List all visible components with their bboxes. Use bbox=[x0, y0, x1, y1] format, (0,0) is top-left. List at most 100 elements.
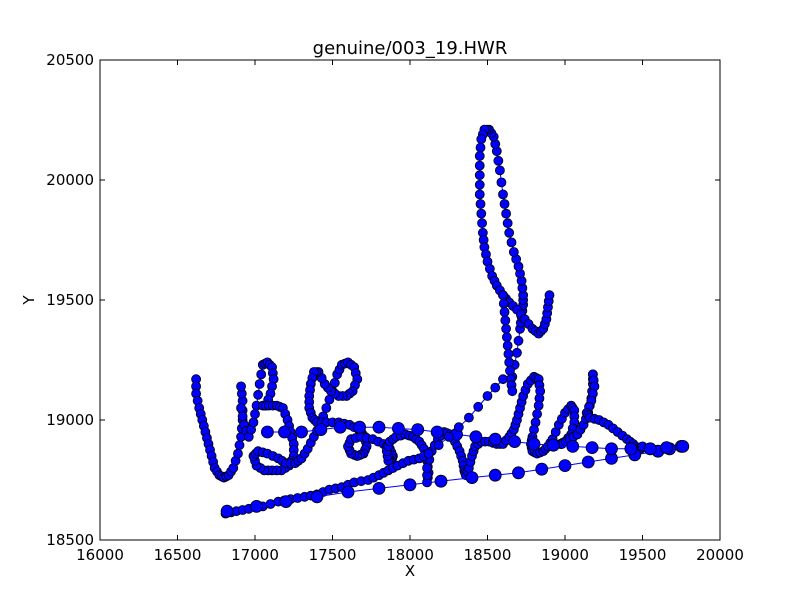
data-point bbox=[499, 199, 510, 209]
data-point bbox=[474, 179, 485, 190]
y-axis: 18500 19000 19500 20000 20500 bbox=[46, 51, 720, 549]
data-point bbox=[474, 160, 485, 171]
data-point bbox=[507, 386, 518, 397]
data-point bbox=[474, 189, 485, 200]
data-point bbox=[498, 290, 508, 301]
data-point bbox=[493, 155, 504, 166]
data-point bbox=[533, 400, 544, 411]
data-point bbox=[469, 430, 483, 444]
data-point bbox=[527, 437, 541, 451]
data-point bbox=[581, 455, 595, 469]
data-point bbox=[502, 340, 513, 351]
data-marks bbox=[191, 124, 690, 519]
data-point bbox=[475, 199, 486, 209]
data-point bbox=[501, 332, 512, 343]
x-tick-label: 18500 bbox=[464, 546, 512, 564]
data-point bbox=[508, 435, 522, 449]
x-axis: 16000 16500 17000 17500 18000 18500 19000 19500… bbox=[76, 60, 744, 564]
data-point bbox=[544, 290, 555, 301]
x-tick-label: 18000 bbox=[386, 546, 434, 564]
x-tick-label: 17500 bbox=[309, 546, 357, 564]
data-point bbox=[250, 499, 263, 513]
data-point bbox=[422, 463, 432, 473]
x-axis-label: X bbox=[405, 562, 415, 580]
data-point bbox=[463, 412, 474, 423]
x-tick-label: 16000 bbox=[76, 546, 124, 564]
chart-title: genuine/003_19.HWR bbox=[313, 38, 508, 59]
data-point bbox=[535, 462, 549, 476]
data-point bbox=[253, 389, 264, 400]
data-point bbox=[643, 442, 657, 456]
y-tick-label: 18500 bbox=[46, 531, 94, 549]
data-point bbox=[237, 411, 248, 422]
data-point bbox=[508, 247, 519, 257]
y-axis-label: Y bbox=[20, 295, 38, 306]
data-point bbox=[499, 307, 510, 317]
y-tick-label: 19000 bbox=[46, 411, 94, 429]
data-point bbox=[498, 189, 508, 200]
data-point bbox=[423, 448, 434, 459]
data-point bbox=[411, 423, 425, 437]
y-tick-label: 19500 bbox=[46, 291, 94, 309]
data-point bbox=[501, 323, 512, 334]
data-point bbox=[341, 485, 355, 499]
data-point bbox=[546, 438, 560, 452]
data-point bbox=[236, 403, 246, 413]
data-point bbox=[490, 382, 501, 393]
data-point bbox=[498, 298, 509, 309]
data-point bbox=[474, 151, 485, 161]
x-tick-label: 19500 bbox=[619, 546, 667, 564]
data-point bbox=[372, 420, 386, 434]
data-point bbox=[605, 442, 618, 456]
data-point bbox=[488, 432, 502, 446]
data-point bbox=[494, 165, 505, 176]
data-point bbox=[453, 422, 464, 433]
data-point bbox=[503, 349, 514, 359]
data-point bbox=[260, 425, 274, 439]
data-point bbox=[250, 409, 260, 419]
data-point bbox=[496, 177, 507, 188]
data-point bbox=[660, 441, 673, 455]
data-point bbox=[474, 170, 485, 181]
data-point bbox=[333, 420, 347, 434]
data-point bbox=[506, 237, 517, 248]
data-point bbox=[434, 474, 448, 488]
plot-frame bbox=[99, 59, 721, 541]
data-point bbox=[254, 379, 265, 389]
data-point bbox=[532, 409, 542, 419]
data-point bbox=[488, 468, 502, 482]
data-point bbox=[505, 365, 515, 376]
data-point bbox=[676, 439, 690, 453]
data-point bbox=[512, 466, 525, 480]
data-point bbox=[477, 218, 487, 229]
data-point bbox=[502, 218, 513, 229]
data-point bbox=[314, 423, 328, 437]
data-point bbox=[403, 478, 417, 492]
data-point bbox=[504, 227, 515, 238]
data-point bbox=[391, 421, 405, 435]
data-point bbox=[558, 459, 572, 473]
data-point bbox=[476, 134, 487, 145]
x-tick-label: 16500 bbox=[154, 546, 202, 564]
data-point bbox=[278, 425, 291, 439]
y-tick-label: 20000 bbox=[46, 171, 94, 189]
data-point bbox=[513, 335, 524, 346]
data-point bbox=[585, 441, 599, 455]
data-point bbox=[504, 357, 515, 368]
x-tick-label: 19000 bbox=[541, 546, 589, 564]
data-point bbox=[310, 490, 324, 504]
data-point bbox=[473, 401, 484, 412]
data-point bbox=[220, 504, 234, 518]
data-point bbox=[321, 403, 332, 413]
data-point bbox=[566, 439, 580, 453]
data-point bbox=[234, 440, 245, 451]
data-point bbox=[279, 495, 293, 509]
data-point bbox=[475, 142, 486, 153]
data-point bbox=[372, 481, 386, 495]
data-point bbox=[465, 471, 479, 485]
data-point bbox=[512, 347, 522, 358]
data-point bbox=[256, 369, 267, 380]
data-point bbox=[233, 448, 243, 459]
x-tick-label: 17000 bbox=[231, 546, 279, 564]
